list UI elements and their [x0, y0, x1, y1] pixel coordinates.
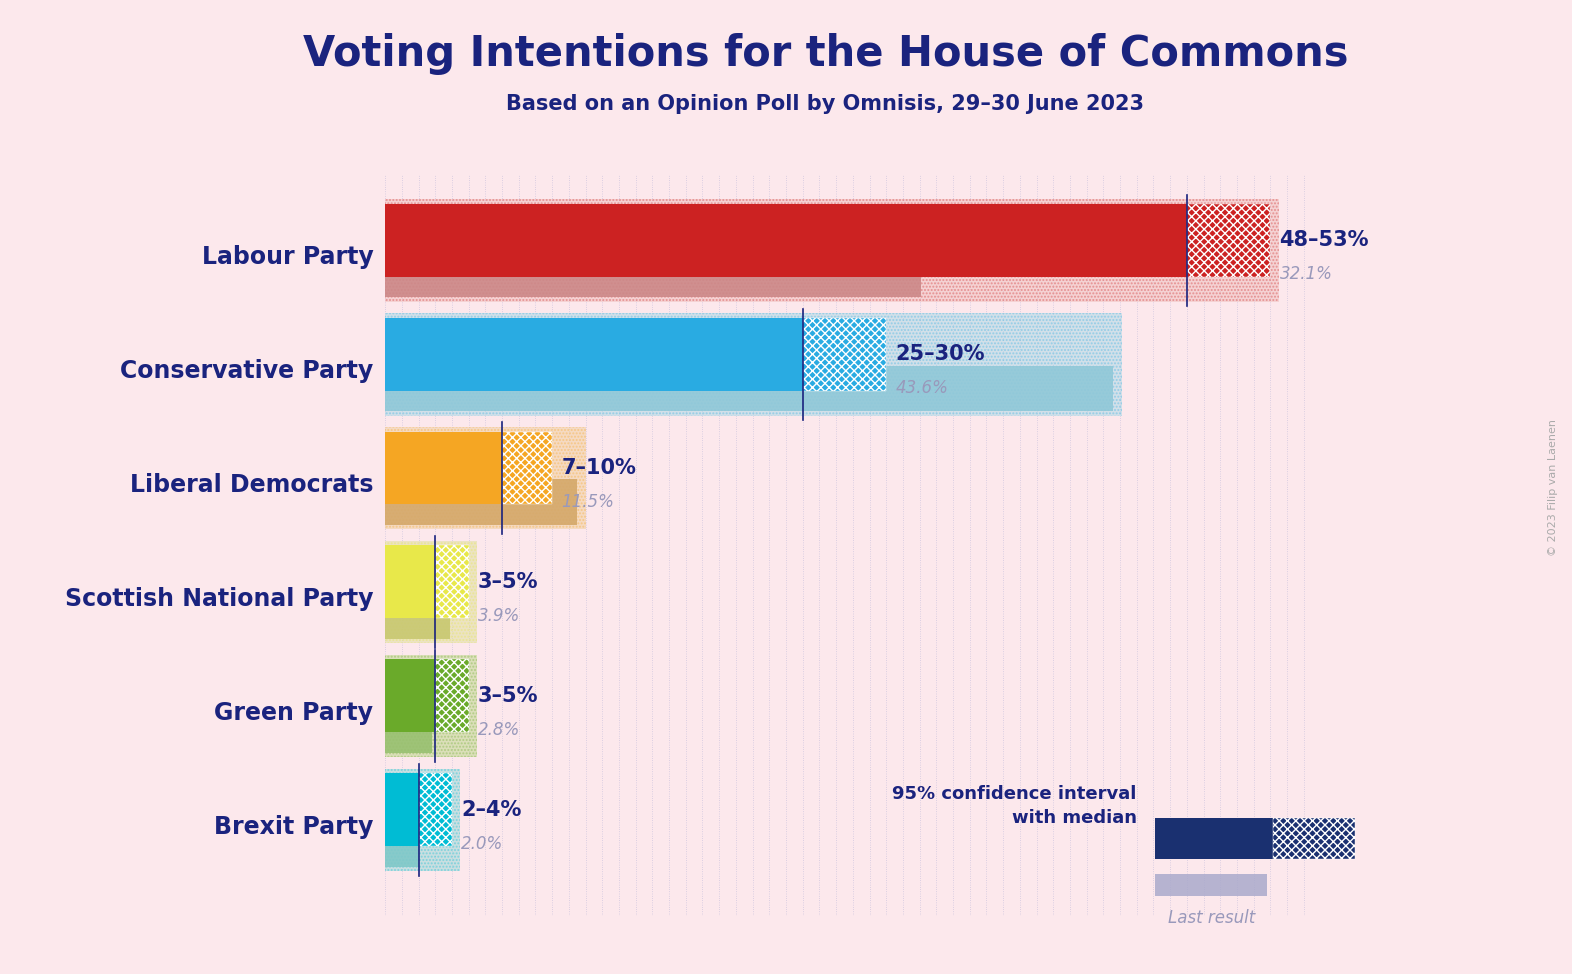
Bar	[385, 768, 461, 871]
Text: Last result: Last result	[1168, 909, 1254, 926]
Bar	[385, 427, 585, 530]
Bar	[385, 659, 435, 732]
Bar	[385, 431, 501, 505]
Bar	[1187, 204, 1270, 277]
Bar	[385, 479, 577, 525]
Text: 25–30%: 25–30%	[896, 344, 986, 364]
Text: Labour Party: Labour Party	[201, 245, 374, 270]
Text: 32.1%: 32.1%	[1280, 265, 1333, 283]
Bar	[385, 365, 1113, 411]
Bar	[435, 545, 468, 618]
Bar	[385, 707, 432, 753]
Bar	[385, 773, 418, 846]
Bar	[385, 768, 461, 871]
Text: Brexit Party: Brexit Party	[214, 814, 374, 839]
Bar	[418, 773, 453, 846]
Bar	[385, 204, 1187, 277]
Text: 2–4%: 2–4%	[461, 800, 522, 820]
Text: Green Party: Green Party	[214, 701, 374, 725]
Text: 3.9%: 3.9%	[478, 607, 520, 625]
Bar	[385, 313, 1122, 416]
Text: Liberal Democrats: Liberal Democrats	[130, 473, 374, 497]
Text: 2.8%: 2.8%	[478, 721, 520, 739]
Text: 43.6%: 43.6%	[896, 379, 948, 397]
Bar	[385, 655, 476, 757]
Bar	[385, 427, 585, 530]
Text: © 2023 Filip van Laenen: © 2023 Filip van Laenen	[1548, 419, 1558, 555]
Text: Voting Intentions for the House of Commons: Voting Intentions for the House of Commo…	[302, 32, 1349, 75]
Bar	[385, 318, 803, 391]
Bar	[501, 431, 552, 505]
Bar	[385, 821, 418, 867]
Text: 95% confidence interval
with median: 95% confidence interval with median	[893, 785, 1137, 827]
Text: Conservative Party: Conservative Party	[119, 359, 374, 383]
Text: Scottish National Party: Scottish National Party	[64, 587, 374, 611]
Bar	[385, 545, 435, 618]
Text: 3–5%: 3–5%	[478, 686, 538, 706]
Bar	[435, 659, 468, 732]
Bar	[385, 593, 450, 639]
Text: 11.5%: 11.5%	[561, 493, 615, 511]
Bar	[385, 251, 921, 297]
Bar	[385, 200, 1278, 302]
Bar	[385, 313, 1122, 416]
Bar	[803, 318, 887, 391]
Text: 48–53%: 48–53%	[1280, 230, 1369, 250]
Bar	[385, 655, 476, 757]
Text: 3–5%: 3–5%	[478, 572, 538, 592]
Text: Based on an Opinion Poll by Omnisis, 29–30 June 2023: Based on an Opinion Poll by Omnisis, 29–…	[506, 94, 1144, 114]
Text: 2.0%: 2.0%	[461, 835, 503, 853]
Bar	[385, 200, 1278, 302]
Text: 7–10%: 7–10%	[561, 458, 637, 478]
Bar	[385, 541, 476, 644]
Bar	[385, 541, 476, 644]
